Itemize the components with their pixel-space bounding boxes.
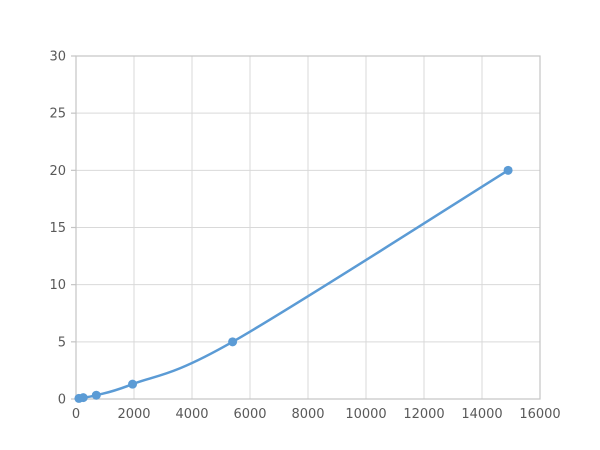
data-point-marker (228, 337, 238, 347)
x-tick-label: 4000 (175, 407, 208, 422)
data-point-marker (128, 379, 138, 389)
data-point-marker (78, 393, 88, 403)
data-point-marker (91, 390, 101, 400)
x-tick-label: 14000 (461, 407, 502, 422)
y-tick-label: 15 (49, 221, 66, 236)
x-tick-label: 2000 (117, 407, 150, 422)
y-tick-label: 10 (49, 278, 66, 293)
y-tick-label: 0 (58, 393, 66, 408)
y-tick-label: 30 (49, 50, 66, 65)
x-tick-label: 12000 (403, 407, 444, 422)
data-point-marker (503, 165, 513, 175)
x-tick-label: 0 (72, 407, 80, 422)
x-tick-label: 6000 (233, 407, 266, 422)
y-tick-label: 25 (49, 107, 66, 122)
x-tick-label: 8000 (291, 407, 324, 422)
x-tick-label: 16000 (519, 407, 560, 422)
x-tick-label: 10000 (345, 407, 386, 422)
y-tick-label: 5 (58, 335, 66, 350)
y-tick-label: 20 (49, 164, 66, 179)
